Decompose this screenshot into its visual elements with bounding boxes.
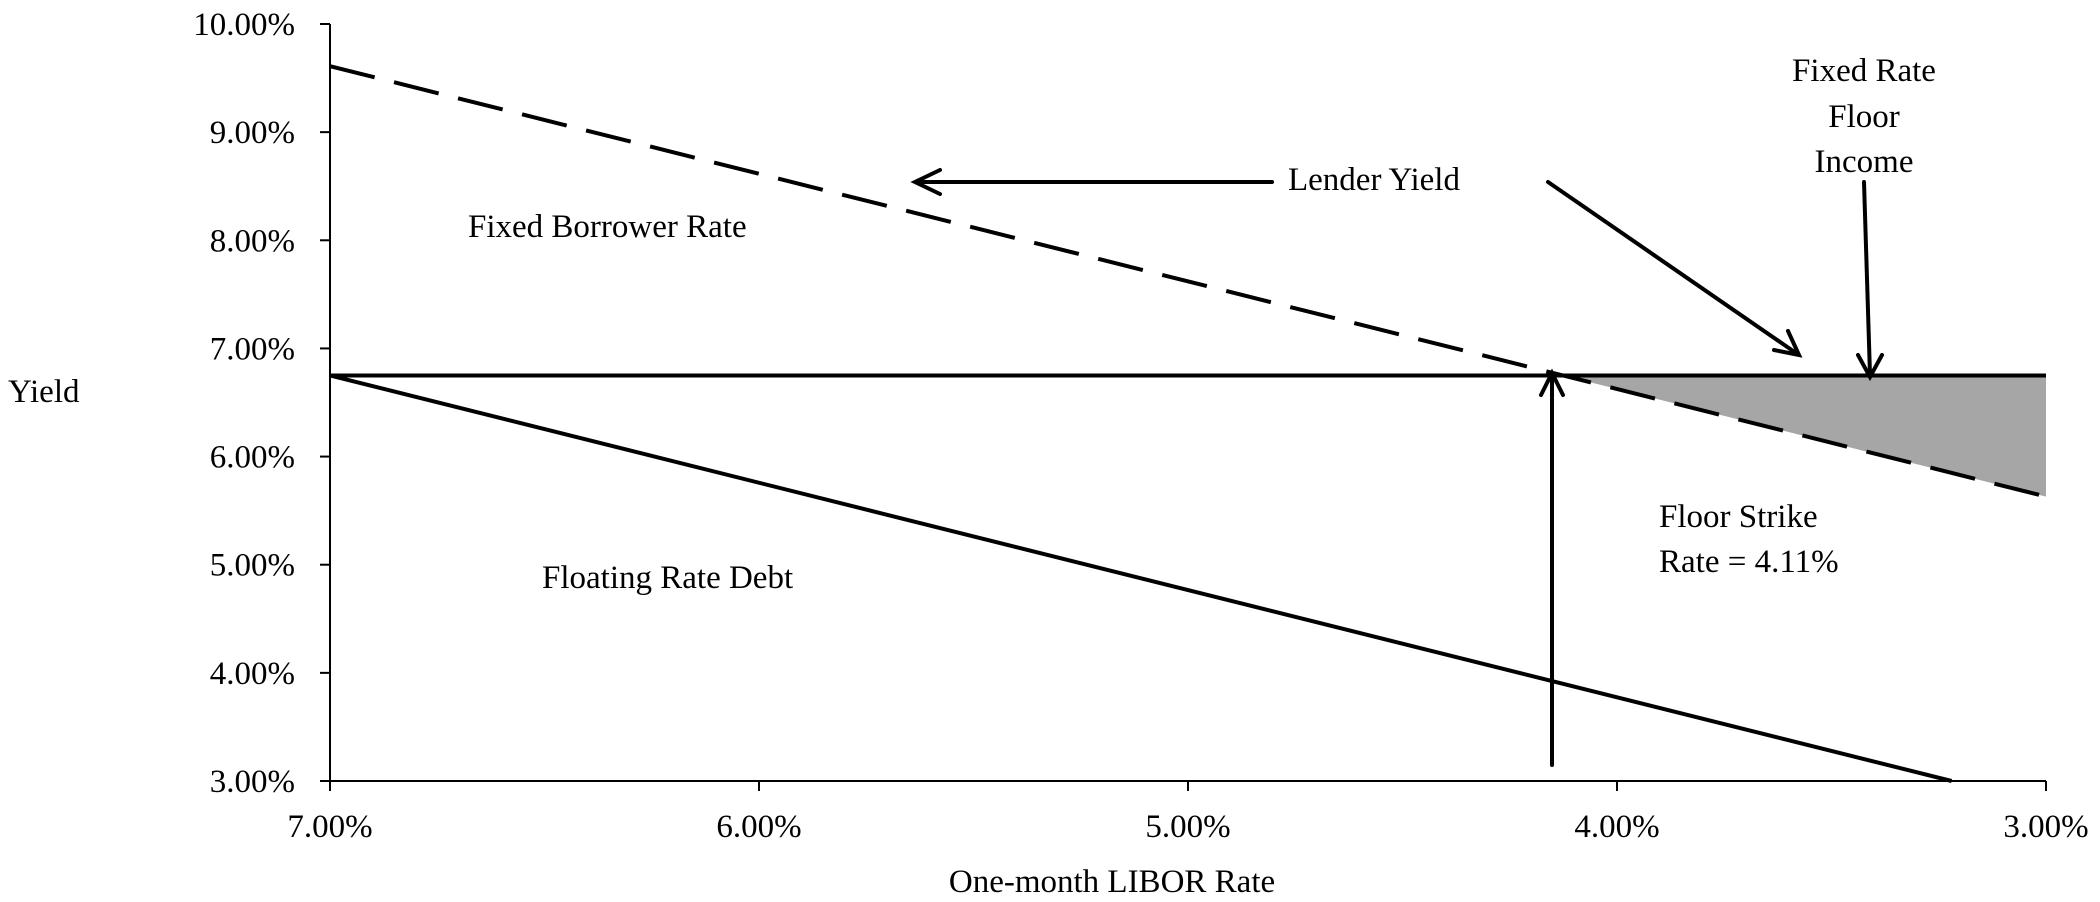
floor-strike-arrowhead	[1539, 368, 1565, 397]
series-layer	[329, 64, 2047, 783]
floor-income-label-line3: Income	[1815, 144, 1914, 180]
x-tick-label: 5.00%	[1145, 809, 1230, 845]
y-tick-label: 4.00%	[210, 656, 295, 692]
floating-rate-debt-series-line	[329, 373, 1953, 783]
y-ticks: 3.00% 4.00% 5.00% 6.00% 7.00% 8.00% 9.00% 10.00…	[193, 7, 330, 800]
floor-income-label-line2: Floor	[1828, 99, 1900, 135]
y-tick-label: 7.00%	[210, 331, 295, 367]
fixed-borrower-rate-label: Fixed Borrower Rate	[468, 209, 747, 245]
floor-income-vertical-arrowhead	[1856, 353, 1884, 382]
floor-income-diagonal-arrow	[1546, 180, 1798, 355]
y-tick-label: 9.00%	[210, 115, 295, 151]
y-tick-label: 5.00%	[210, 548, 295, 584]
floor-income-diagonal-arrowhead	[1772, 329, 1803, 358]
y-tick-label: 8.00%	[210, 223, 295, 259]
lender-yield-series-line	[329, 64, 2047, 499]
x-tick-label: 4.00%	[1574, 809, 1659, 845]
x-axis-title: One-month LIBOR Rate	[949, 864, 1275, 900]
floor-strike-label-line1: Floor Strike	[1659, 499, 1818, 535]
floating-rate-debt-label: Floating Rate Debt	[542, 560, 793, 596]
y-tick-label: 10.00%	[193, 7, 295, 43]
lender-yield-arrowhead	[910, 168, 942, 196]
y-axis-title: Yield	[8, 374, 80, 410]
lender-yield-label: Lender Yield	[1288, 162, 1460, 198]
axes: 3.00% 4.00% 5.00% 6.00% 7.00% 8.00% 9.00% 10.00…	[193, 7, 2088, 845]
x-tick-label: 6.00%	[716, 809, 801, 845]
x-ticks: 7.00% 6.00% 5.00% 4.00% 3.00%	[287, 781, 2089, 845]
annotation-arrows	[910, 168, 1884, 767]
y-tick-label: 3.00%	[210, 764, 295, 800]
x-tick-label: 7.00%	[287, 809, 372, 845]
floor-income-label-line1: Fixed Rate	[1792, 53, 1936, 89]
y-tick-label: 6.00%	[210, 440, 295, 476]
floor-income-vertical-arrow	[1862, 180, 1872, 377]
floor-strike-label-line2: Rate = 4.11%	[1659, 544, 1839, 580]
x-tick-label: 3.00%	[2003, 809, 2088, 845]
